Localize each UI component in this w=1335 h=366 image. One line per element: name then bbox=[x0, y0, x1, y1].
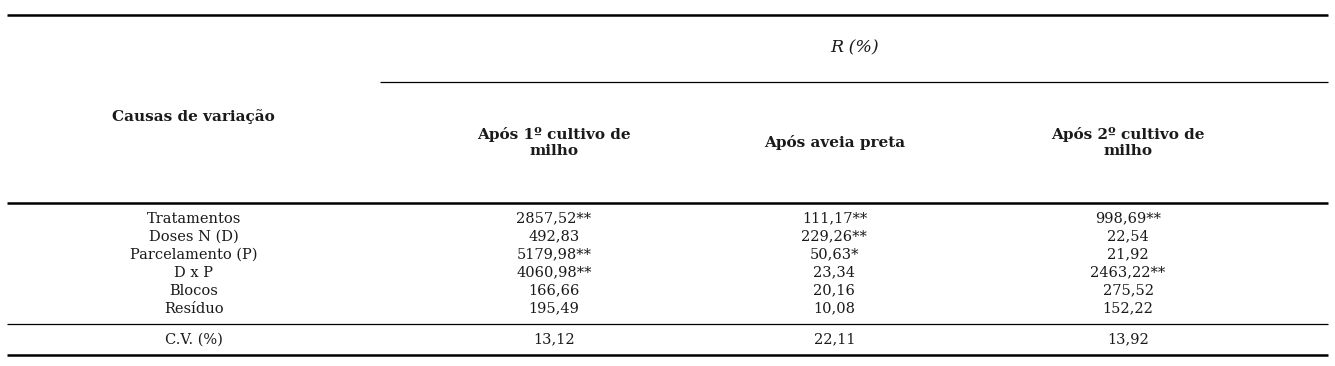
Text: 2463,22**: 2463,22** bbox=[1091, 265, 1165, 280]
Text: Resíduo: Resíduo bbox=[164, 302, 223, 315]
Text: Tratamentos: Tratamentos bbox=[147, 212, 240, 225]
Text: 20,16: 20,16 bbox=[813, 284, 856, 298]
Text: Após 2º cultivo de
milho: Após 2º cultivo de milho bbox=[1052, 127, 1204, 158]
Text: Após aveia preta: Após aveia preta bbox=[764, 135, 905, 150]
Text: 21,92: 21,92 bbox=[1107, 247, 1149, 262]
Text: 166,66: 166,66 bbox=[529, 284, 579, 298]
Text: 22,11: 22,11 bbox=[813, 332, 856, 347]
Text: C.V. (%): C.V. (%) bbox=[164, 332, 223, 347]
Text: 22,54: 22,54 bbox=[1107, 229, 1149, 243]
Text: Blocos: Blocos bbox=[170, 284, 218, 298]
Text: 111,17**: 111,17** bbox=[802, 212, 866, 225]
Text: 492,83: 492,83 bbox=[529, 229, 579, 243]
Text: 5179,98**: 5179,98** bbox=[517, 247, 591, 262]
Text: 13,92: 13,92 bbox=[1107, 332, 1149, 347]
Text: 50,63*: 50,63* bbox=[809, 247, 860, 262]
Text: 23,34: 23,34 bbox=[813, 265, 856, 280]
Text: 10,08: 10,08 bbox=[813, 302, 856, 315]
Text: 2857,52**: 2857,52** bbox=[517, 212, 591, 225]
Text: Parcelamento (P): Parcelamento (P) bbox=[129, 247, 258, 262]
Text: Doses N (D): Doses N (D) bbox=[148, 229, 239, 243]
Text: 4060,98**: 4060,98** bbox=[517, 265, 591, 280]
Text: 275,52: 275,52 bbox=[1103, 284, 1153, 298]
Text: 229,26**: 229,26** bbox=[801, 229, 868, 243]
Text: Após 1º cultivo de
milho: Após 1º cultivo de milho bbox=[477, 127, 631, 158]
Text: Causas de variação: Causas de variação bbox=[112, 109, 275, 124]
Text: R (%): R (%) bbox=[830, 39, 878, 56]
Text: 13,12: 13,12 bbox=[533, 332, 575, 347]
Text: D x P: D x P bbox=[174, 265, 214, 280]
Text: 998,69**: 998,69** bbox=[1095, 212, 1161, 225]
Text: 152,22: 152,22 bbox=[1103, 302, 1153, 315]
Text: 195,49: 195,49 bbox=[529, 302, 579, 315]
